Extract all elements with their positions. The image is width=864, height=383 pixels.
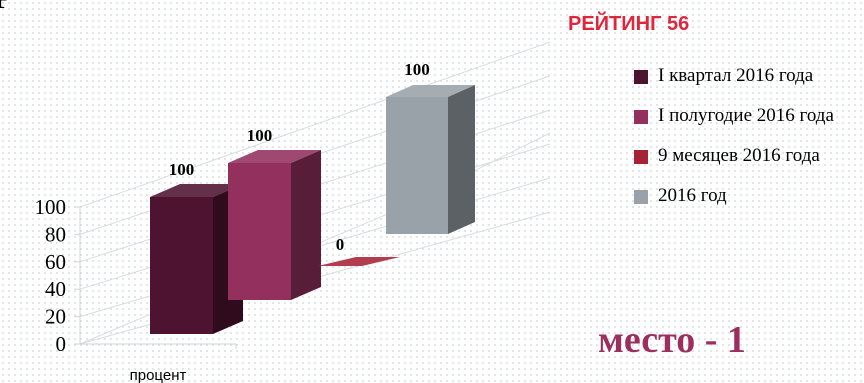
legend-item: 9 месяцев 2016 года <box>634 144 864 168</box>
bar-front <box>150 197 213 334</box>
legend-item: I квартал 2016 года <box>634 64 864 88</box>
data-labels: 100 100 0 100 <box>169 60 430 254</box>
legend-label: I полугодие 2016 года <box>658 105 834 126</box>
y-axis: 0 20 40 60 80 100 <box>35 195 237 356</box>
bar-front <box>386 97 448 234</box>
bar-3 <box>318 257 400 266</box>
legend-swatch <box>634 110 648 124</box>
bar-top <box>318 257 400 266</box>
legend-swatch <box>634 150 648 164</box>
legend-swatch <box>634 190 648 204</box>
chart-bars <box>150 85 475 334</box>
y-tick-label: 40 <box>45 277 66 301</box>
bar-2 <box>228 150 321 300</box>
place-caption: место - 1 <box>598 319 746 361</box>
y-tick-label: 0 <box>56 332 67 356</box>
bar-front <box>228 163 291 300</box>
y-tick-label: 80 <box>45 222 66 246</box>
legend-label: I квартал 2016 года <box>658 65 814 86</box>
legend-swatch <box>634 70 648 84</box>
data-label: 100 <box>404 60 430 79</box>
legend-item: 2016 год <box>634 184 864 208</box>
data-label: 0 <box>336 235 345 254</box>
bar-side <box>291 150 321 300</box>
bar-side <box>448 85 475 234</box>
bar-top <box>386 85 475 97</box>
data-label: 100 <box>247 126 273 145</box>
y-tick-label: 20 <box>45 305 66 329</box>
legend-label: 9 месяцев 2016 года <box>658 145 820 166</box>
gridline <box>79 41 551 208</box>
bar-4 <box>386 85 475 234</box>
rating-label: РЕЙТИНГ 56 <box>568 13 690 35</box>
bar-top <box>228 150 321 163</box>
y-tick-label: 60 <box>45 250 66 274</box>
data-label: 100 <box>169 160 195 179</box>
page-title: Р <box>0 0 11 16</box>
legend-label: 2016 год <box>658 185 727 206</box>
legend-item: I полугодие 2016 года <box>634 104 864 128</box>
category-label: процент <box>130 367 187 383</box>
bar-top <box>150 184 243 197</box>
legend: I квартал 2016 года I полугодие 2016 года… <box>634 64 864 224</box>
y-tick-label: 100 <box>35 195 67 219</box>
